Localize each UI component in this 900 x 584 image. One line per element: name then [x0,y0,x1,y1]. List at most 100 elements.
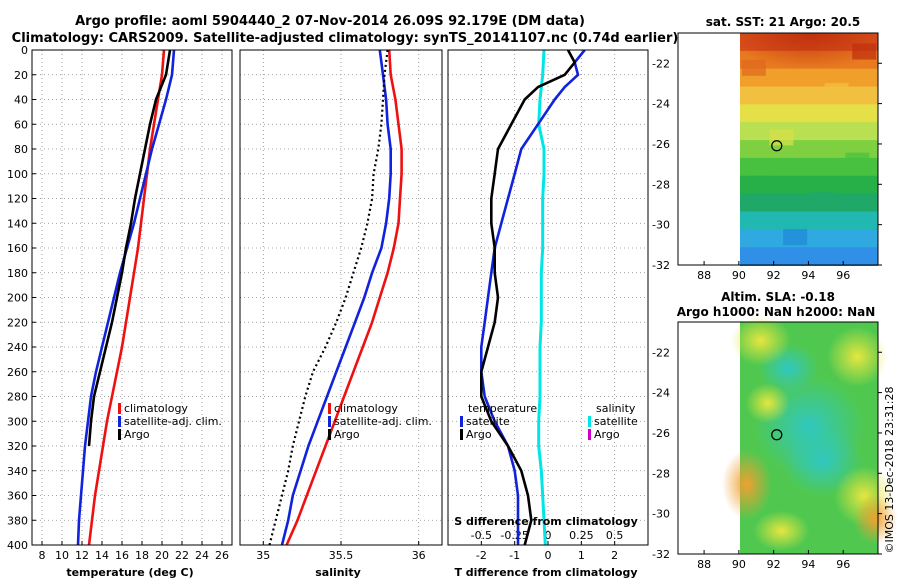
sst-band [740,211,878,231]
sst-patch [783,229,808,246]
sst-warm-overlay [740,33,878,93]
x-tick-label: 16 [115,549,129,562]
legend-label: satellite-adj. clim. [124,415,222,428]
legend-swatch [328,429,331,440]
legend-heading-temperature: temperature [468,402,537,415]
x-tick-label: 26 [215,549,229,562]
map-y-tick-label: -30 [652,219,670,232]
sla-map-axes: 88 90 92 94 96 -22 -24 -26 -28 -30 -32 [652,346,882,571]
temperature-x-label: temperature (deg C) [66,566,193,579]
sst-band [740,229,878,249]
depth-tick-label: 60 [14,118,28,131]
temperature-lines [76,50,176,545]
x-tick-label: 24 [195,549,209,562]
map-x-tick-label: 92 [767,558,781,571]
map-y-tick-label: -24 [652,387,670,400]
depth-tick-label: 100 [7,168,28,181]
difference-grid [448,50,648,545]
depth-tick-label: 300 [7,415,28,428]
salinity-lines [268,50,403,545]
difference-top-label: S difference from climatology [454,515,638,528]
map-x-tick-label: 96 [836,269,850,282]
top-x-tick-label: 0 [545,529,552,542]
temperature-x-ticks: 8 10 12 14 16 18 20 22 24 26 [39,541,229,562]
x-tick-label: 10 [55,549,69,562]
legend-swatch [460,429,463,440]
temperature-frame [31,49,233,546]
depth-tick-label: 400 [7,539,28,552]
legend-swatch [118,429,121,440]
salinity-satellite-line [280,50,392,545]
top-x-tick-label: -0.5 [471,529,492,542]
top-x-tick-label: 0.25 [569,529,594,542]
sla-blob [827,326,888,387]
depth-tick-label: 240 [7,341,28,354]
map-y-tick-label: -32 [652,548,670,561]
temperature-satellite-line [76,50,176,545]
difference-lines [480,50,586,545]
temperature-grid [32,50,232,545]
temperature-climatology-line [87,50,166,545]
difference-x-ticks: -2 -1 0 1 2 -0.5 -0.25 0 0.25 0.5 [471,529,624,562]
depth-tick-label: 360 [7,490,28,503]
difference-legend: temperature salinitysatelliteArgosatellit… [460,402,638,441]
map-x-tick-label: 96 [836,558,850,571]
map-x-tick-label: 88 [697,269,711,282]
temperature-panel: 0 20 40 60 80 100 120 140 160 180 200 220 240 260 280 3… [7,44,233,579]
depth-axis-labels: 0 20 40 60 80 100 120 140 160 180 200 220 240 260 280 3… [7,44,36,552]
sst-band [740,247,878,266]
map-y-tick-label: -24 [652,98,670,111]
temperature-argo-line [87,50,172,447]
salinity-frame [239,49,443,546]
sla-heatmap [721,315,898,554]
legend-label: Argo [594,428,620,441]
copyright-footer: ©IMOS 13-Dec-2018 23:31:28 [883,387,896,554]
depth-tick-label: 220 [7,316,28,329]
sst-map-frame [677,32,879,266]
salinity-x-label: salinity [315,566,361,579]
depth-tick-label: 380 [7,514,28,527]
sla-blob [753,510,810,551]
map-y-tick-label: -26 [652,138,670,151]
legend-swatch [460,416,463,427]
sla-blob [721,449,772,520]
salinity-difference-line [537,50,547,545]
legend-label: climatology [334,402,398,415]
legend-label: Argo [466,428,492,441]
legend-label: climatology [124,402,188,415]
sst-map-axes: 88 90 92 94 96 -22 -24 -26 -28 -30 -32 [652,57,882,282]
depth-tick-label: 280 [7,391,28,404]
argo-location-marker [771,429,783,441]
x-tick-label: 20 [155,549,169,562]
depth-tick-label: 320 [7,440,28,453]
sst-patch [845,152,870,169]
depth-tick-label: 340 [7,465,28,478]
salinity-grid [240,50,442,545]
sst-heatmap [740,33,878,266]
sst-patch [748,175,773,192]
legend-heading-salinity: salinity [596,402,636,415]
title-line-1: Argo profile: aoml 5904440_2 07-Nov-2014… [75,14,585,29]
map-x-tick-label: 94 [801,558,815,571]
x-tick-label: 22 [175,549,189,562]
top-x-tick-label: -0.25 [500,529,528,542]
sla-blob [745,383,790,424]
legend-label: satellite [594,415,638,428]
map-x-tick-label: 90 [732,558,746,571]
map-y-tick-label: -32 [652,259,670,272]
x-tick-label: 8 [39,549,46,562]
difference-panel: -2 -1 0 1 2 -0.5 -0.25 0 0.25 0.5 T difference fr… [447,49,649,579]
map-y-tick-label: -22 [652,346,670,359]
salinity-panel: 35 35.5 36 salinity climatologysatellite-a… [239,49,443,579]
legend-swatch [328,403,331,414]
temperature-argo-difference-line [480,50,576,545]
map-y-tick-label: -28 [652,178,670,191]
map-y-tick-label: -30 [652,508,670,521]
legend-swatch [588,416,591,427]
legend-label: satellite-adj. clim. [334,415,432,428]
map-y-tick-label: -26 [652,427,670,440]
x-tick-label: 1 [578,549,585,562]
sst-map-title: sat. SST: 21 Argo: 20.5 [706,15,860,29]
map-x-tick-label: 88 [697,558,711,571]
